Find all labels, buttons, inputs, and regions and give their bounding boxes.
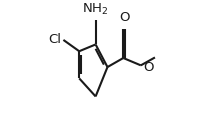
Text: Cl: Cl (48, 33, 61, 46)
Text: NH$_2$: NH$_2$ (82, 2, 109, 17)
Text: O: O (143, 61, 154, 74)
Text: O: O (119, 11, 130, 24)
